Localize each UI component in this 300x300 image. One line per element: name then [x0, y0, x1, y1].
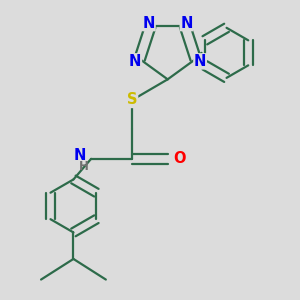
Text: S: S — [127, 92, 138, 107]
Text: N: N — [143, 16, 155, 31]
Text: N: N — [194, 54, 206, 69]
Text: H: H — [79, 160, 89, 173]
Text: N: N — [73, 148, 86, 164]
Text: N: N — [129, 54, 141, 69]
Text: N: N — [180, 16, 193, 31]
Text: O: O — [173, 151, 186, 166]
